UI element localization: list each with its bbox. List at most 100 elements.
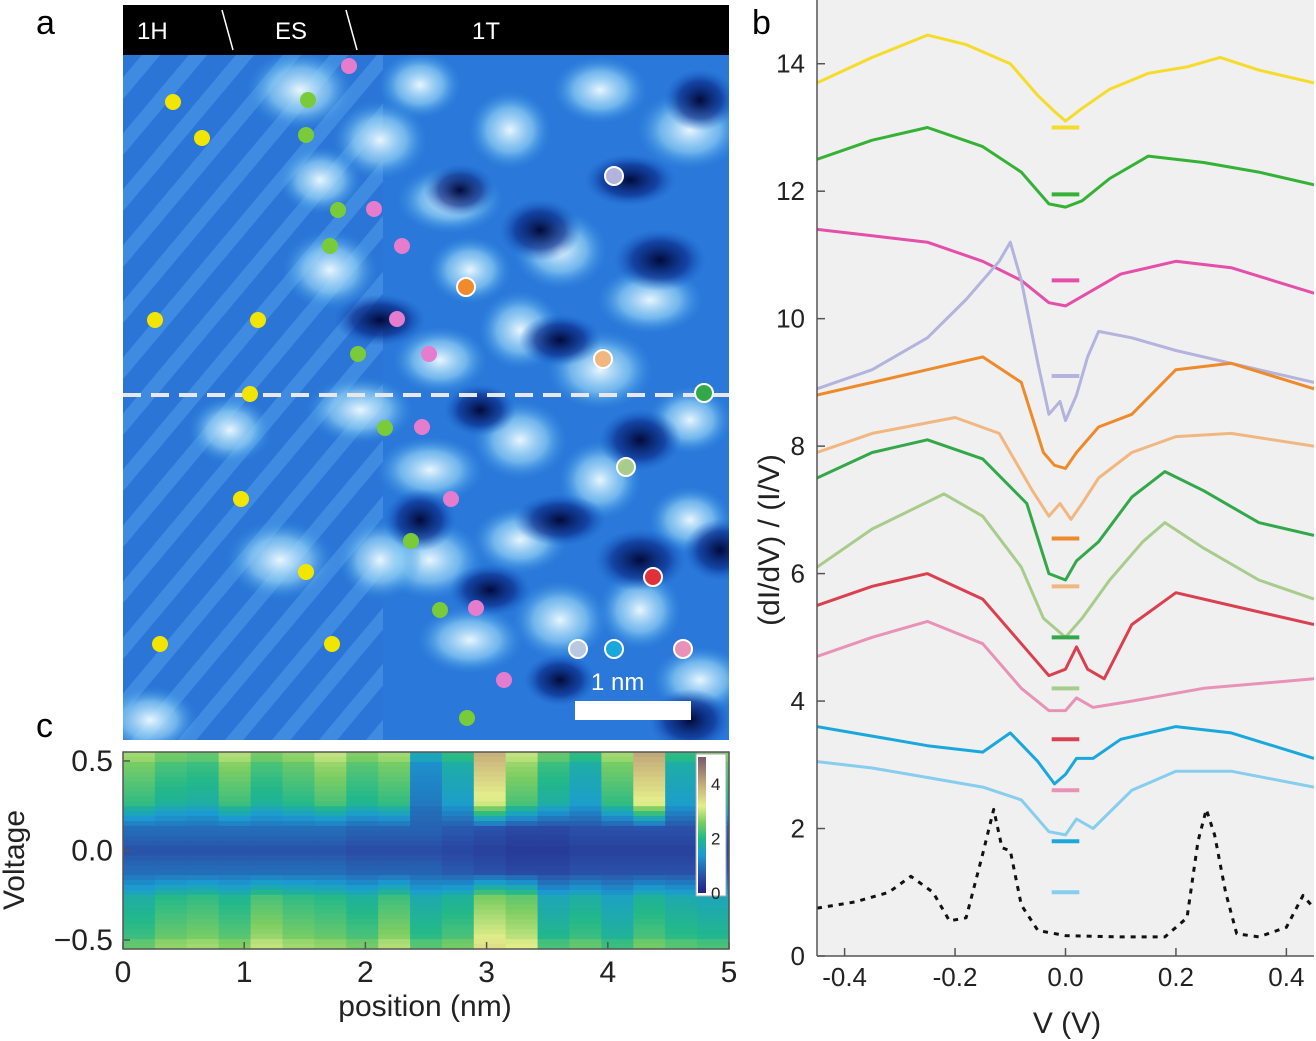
heatmap-cell — [346, 919, 379, 925]
heatmap-cell — [665, 766, 698, 773]
heatmap-cell — [218, 806, 252, 812]
heatmap-cell — [123, 825, 156, 832]
heatmap-cell — [218, 894, 252, 901]
heatmap-cell — [537, 806, 571, 812]
heatmap-cell — [441, 830, 475, 837]
heatmap-cell — [473, 914, 507, 920]
heatmap-cell — [218, 786, 252, 792]
stm-site-marker — [616, 457, 636, 477]
heatmap-cell — [505, 821, 539, 827]
heatmap-cell — [505, 776, 539, 783]
heatmap-cell — [378, 904, 411, 911]
heatmap-cell — [346, 830, 379, 837]
heatmap-cell — [633, 855, 666, 861]
heatmap-cell — [537, 899, 571, 906]
heatmap-cell — [123, 919, 156, 925]
heatmap-cell — [346, 786, 379, 792]
heatmap-cell — [505, 914, 539, 920]
stm-bright-feature — [468, 90, 552, 170]
heatmap-cell — [378, 870, 411, 876]
heatmap-cell — [473, 929, 507, 935]
heatmap-cell — [123, 771, 156, 778]
heatmap-y-axis-label: Voltage — [0, 810, 31, 910]
heatmap-cell — [697, 914, 730, 920]
heatmap-cell — [282, 801, 315, 807]
heatmap-cell — [250, 781, 284, 787]
heatmap-cell — [473, 894, 507, 901]
stm-site-marker — [456, 277, 476, 297]
heatmap-cell — [410, 855, 443, 861]
heatmap-cell — [218, 870, 252, 876]
heatmap-cell — [218, 830, 252, 837]
stm-dark-feature — [614, 229, 706, 291]
heatmap-cell — [537, 889, 571, 896]
heatmap-cell — [410, 771, 443, 778]
heatmap-cell — [314, 781, 347, 787]
heatmap-cell — [569, 801, 602, 807]
heatmap-cell — [410, 909, 443, 916]
heatmap-cell — [569, 786, 602, 792]
heatmap-cell — [250, 914, 284, 920]
heatmap-cell — [154, 880, 188, 886]
heatmap-cell — [633, 776, 666, 783]
stm-bright-feature — [416, 606, 524, 674]
heatmap-cell — [154, 909, 188, 916]
heatmap-cell — [569, 855, 602, 861]
heatmap-cell — [346, 934, 379, 940]
heatmap-cell — [601, 816, 634, 822]
heatmap-cell — [378, 786, 411, 792]
spectrum-line-3 — [817, 240, 1314, 423]
heatmap-x-tick-label: 3 — [478, 956, 495, 989]
panel-a-label: a — [36, 4, 55, 42]
heatmap-cell — [186, 924, 220, 930]
heatmap-cell — [186, 860, 220, 866]
heatmap-cell — [250, 939, 284, 945]
stm-site-marker — [468, 600, 484, 616]
heatmap-cell — [123, 840, 156, 847]
heatmap-cell — [505, 894, 539, 901]
heatmap-cell — [441, 914, 475, 920]
heatmap-cell — [218, 885, 252, 891]
heatmap-cell — [154, 830, 188, 837]
heatmap-cell — [186, 885, 220, 891]
heatmap-cell — [505, 835, 539, 842]
heatmap-cell — [665, 909, 698, 916]
heatmap-cell — [505, 801, 539, 807]
stm-dark-feature — [499, 199, 581, 261]
heatmap-cell — [505, 934, 539, 940]
heatmap-cell — [569, 816, 602, 822]
heatmap-cell — [473, 756, 507, 763]
heatmap-cell — [378, 909, 411, 916]
heatmap-cell — [633, 816, 666, 822]
heatmap-cell — [473, 845, 507, 852]
heatmap-cell — [441, 919, 475, 925]
heatmap-cell — [505, 752, 539, 758]
stm-bright-feature — [598, 570, 682, 650]
heatmap-cell — [282, 939, 315, 945]
heatmap-cell — [154, 924, 188, 930]
heatmap-cell — [633, 761, 666, 768]
heatmap-cell — [697, 904, 730, 911]
heatmap-cell — [282, 894, 315, 901]
heatmap-cell — [569, 924, 602, 930]
heatmap-cell — [473, 825, 507, 832]
heatmap-cell — [410, 875, 443, 881]
spectra-x-tick-label: -0.2 — [933, 962, 978, 992]
heatmap-cell — [314, 766, 347, 773]
heatmap-cell — [218, 791, 252, 797]
heatmap-cell — [633, 870, 666, 876]
stm-topography — [123, 55, 729, 740]
heatmap-cell — [473, 786, 507, 792]
heatmap-cell — [569, 934, 602, 940]
heatmap-cell — [505, 845, 539, 852]
stm-dark-feature — [444, 384, 516, 436]
heatmap-cell — [473, 791, 507, 797]
heatmap-cell — [346, 880, 379, 886]
heatmap-cell — [282, 776, 315, 783]
heatmap-cell — [123, 801, 156, 807]
heatmap-cell — [378, 894, 411, 901]
heatmap-cell — [473, 885, 507, 891]
heatmap-y-tick-label: 0.0 — [71, 835, 113, 868]
heatmap-cell — [250, 865, 284, 871]
heatmap-cell — [410, 845, 443, 852]
